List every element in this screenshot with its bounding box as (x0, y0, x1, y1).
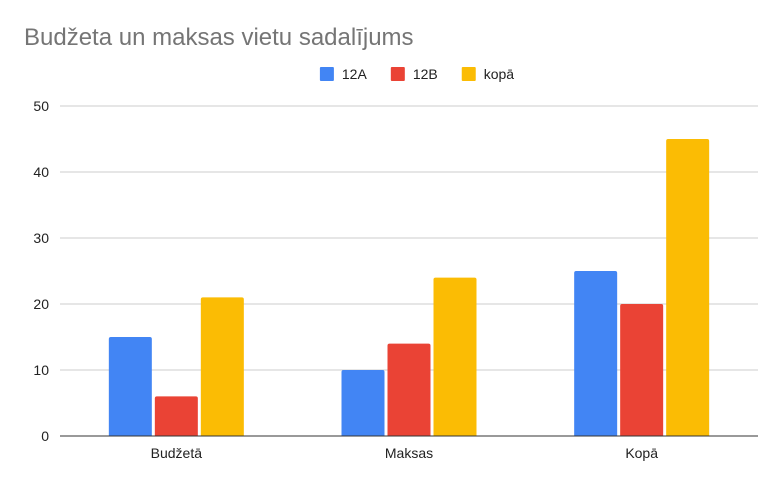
legend-swatch (390, 67, 405, 81)
bar-kopā-Budžetā (200, 297, 244, 436)
x-tick-label: Kopā (625, 445, 658, 461)
y-tick-label: 50 (33, 98, 49, 114)
legend-label: 12A (342, 66, 368, 82)
legend-item: 12B (390, 66, 438, 82)
y-tick-label: 20 (33, 296, 49, 312)
chart-title: Budžeta un maksas vietu sadalījums (24, 24, 414, 51)
bars (108, 139, 710, 436)
legend-label: kopā (484, 66, 515, 82)
bar-12A-Kopā (574, 271, 618, 436)
y-tick-label: 10 (33, 362, 49, 378)
y-tick-label: 40 (33, 164, 49, 180)
legend-label: 12B (413, 66, 438, 82)
bar-12B-Kopā (620, 304, 664, 436)
x-tick-label: Maksas (385, 445, 433, 461)
y-tick-label: 30 (33, 230, 49, 246)
bar-kopā-Maksas (433, 277, 477, 436)
legend-swatch (319, 67, 334, 81)
bar-12A-Maksas (341, 370, 385, 436)
bar-12B-Maksas (387, 343, 431, 436)
x-axis-ticks: Budžetā Maksas Kopā (151, 445, 659, 461)
bar-12A-Budžetā (108, 337, 152, 436)
legend: 12A 12B kopā (319, 66, 515, 82)
bar-12B-Budžetā (154, 396, 198, 436)
bar-kopā-Kopā (666, 139, 710, 436)
legend-swatch (461, 67, 476, 81)
x-tick-label: Budžetā (151, 445, 203, 461)
legend-item: 12A (319, 66, 368, 82)
y-tick-label: 0 (41, 428, 49, 444)
legend-item: kopā (461, 66, 515, 82)
y-axis-ticks: 0 10 20 30 40 50 (33, 98, 49, 444)
